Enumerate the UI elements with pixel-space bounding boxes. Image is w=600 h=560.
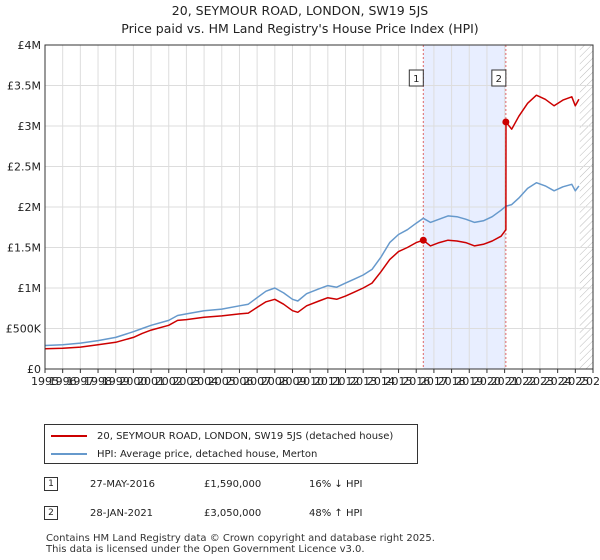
- x-tick-2020: 2020: [473, 375, 501, 388]
- y-tick-2500000: £2.5M: [7, 161, 41, 174]
- x-tick-2006: 2006: [225, 375, 253, 388]
- x-tick-2015: 2015: [385, 375, 413, 388]
- sale-label-1: 1: [413, 74, 419, 85]
- series-line-hpi: [45, 181, 580, 347]
- chart-subtitle: Price paid vs. HM Land Registry's House …: [121, 21, 478, 36]
- x-tick-2023: 2023: [526, 375, 554, 388]
- x-tick-2013: 2013: [349, 375, 377, 388]
- sale-label-box-1: [408, 69, 424, 87]
- sale-date-2: 28-JAN-2021: [90, 507, 154, 519]
- x-tick-2001: 2001: [137, 375, 165, 388]
- legend-item-property: 20, SEYMOUR ROAD, LONDON, SW19 5JS (deta…: [51, 428, 393, 444]
- x-tick-2010: 2010: [296, 375, 324, 388]
- x-tick-1999: 1999: [102, 375, 130, 388]
- x-tick-2007: 2007: [243, 375, 271, 388]
- x-tick-2018: 2018: [438, 375, 466, 388]
- sale-price-1: £1,590,000: [204, 478, 262, 490]
- y-tick-3500000: £3.5M: [7, 80, 41, 93]
- chart-legend: 20, SEYMOUR ROAD, LONDON, SW19 5JS (deta…: [44, 424, 418, 464]
- sale-row-2: 2 28-JAN-2021 £3,050,000 48% ↑ HPI: [44, 504, 362, 522]
- sale-point-2: [502, 118, 510, 126]
- x-tick-2004: 2004: [190, 375, 218, 388]
- footer-licence: This data is licensed under the Open Gov…: [46, 544, 365, 555]
- x-tick-2003: 2003: [172, 375, 200, 388]
- price-chart: 20, SEYMOUR ROAD, LONDON, SW19 5JS Price…: [6, 3, 600, 388]
- y-tick-2000000: £2M: [18, 201, 42, 214]
- y-tick-1500000: £1.5M: [7, 242, 41, 255]
- x-tick-2022: 2022: [508, 375, 536, 388]
- x-tick-2012: 2012: [332, 375, 360, 388]
- plot-frame: [44, 44, 594, 370]
- y-tick-1000000: £1M: [18, 282, 42, 295]
- series-line-property: [45, 94, 580, 350]
- y-tick-3000000: £3M: [18, 120, 42, 133]
- x-tick-2011: 2011: [314, 375, 342, 388]
- x-tick-1997: 1997: [66, 375, 94, 388]
- x-tick-2014: 2014: [367, 375, 395, 388]
- sale-row-1: 1 27-MAY-2016 £1,590,000 16% ↓ HPI: [44, 475, 362, 493]
- sale-point-1: [419, 236, 427, 244]
- legend-swatch-property: [51, 435, 87, 437]
- sale-date-1: 27-MAY-2016: [90, 478, 156, 490]
- y-tick-0: £0: [27, 363, 41, 376]
- sale-hpi-1: 16% ↓ HPI: [309, 478, 363, 490]
- sale-label-2: 2: [496, 74, 502, 85]
- x-tick-2008: 2008: [261, 375, 289, 388]
- x-tick-2017: 2017: [420, 375, 448, 388]
- sale-label-box-2: [491, 69, 507, 87]
- footer-copyright: Contains HM Land Registry data © Crown c…: [46, 533, 435, 544]
- x-tick-1998: 1998: [84, 375, 112, 388]
- x-tick-1996: 1996: [49, 375, 77, 388]
- x-tick-2002: 2002: [155, 375, 183, 388]
- footer: Contains HM Land Registry data © Crown c…: [46, 533, 435, 555]
- y-tick-4000000: £4M: [18, 39, 42, 52]
- legend-swatch-hpi: [51, 453, 87, 455]
- sale-hpi-2: 48% ↑ HPI: [309, 507, 363, 519]
- x-tick-2025: 2025: [561, 375, 589, 388]
- x-tick-2021: 2021: [491, 375, 519, 388]
- legend-label-hpi: HPI: Average price, detached house, Mert…: [97, 448, 318, 460]
- x-tick-2009: 2009: [278, 375, 306, 388]
- sale-badge-1: 1: [44, 477, 58, 491]
- sale-badge-2: 2: [44, 506, 58, 520]
- x-tick-1995: 1995: [31, 375, 59, 388]
- x-tick-2019: 2019: [455, 375, 483, 388]
- x-tick-2016: 2016: [402, 375, 430, 388]
- y-tick-500000: £500K: [6, 323, 42, 336]
- sale-price-2: £3,050,000: [204, 507, 262, 519]
- x-tick-2000: 2000: [119, 375, 147, 388]
- x-tick-2026: 2026: [579, 375, 600, 388]
- x-tick-2024: 2024: [544, 375, 572, 388]
- legend-label-property: 20, SEYMOUR ROAD, LONDON, SW19 5JS (deta…: [97, 430, 394, 442]
- legend-item-hpi: HPI: Average price, detached house, Mert…: [51, 446, 317, 462]
- chart-title: 20, SEYMOUR ROAD, LONDON, SW19 5JS: [172, 3, 428, 18]
- x-tick-2005: 2005: [208, 375, 236, 388]
